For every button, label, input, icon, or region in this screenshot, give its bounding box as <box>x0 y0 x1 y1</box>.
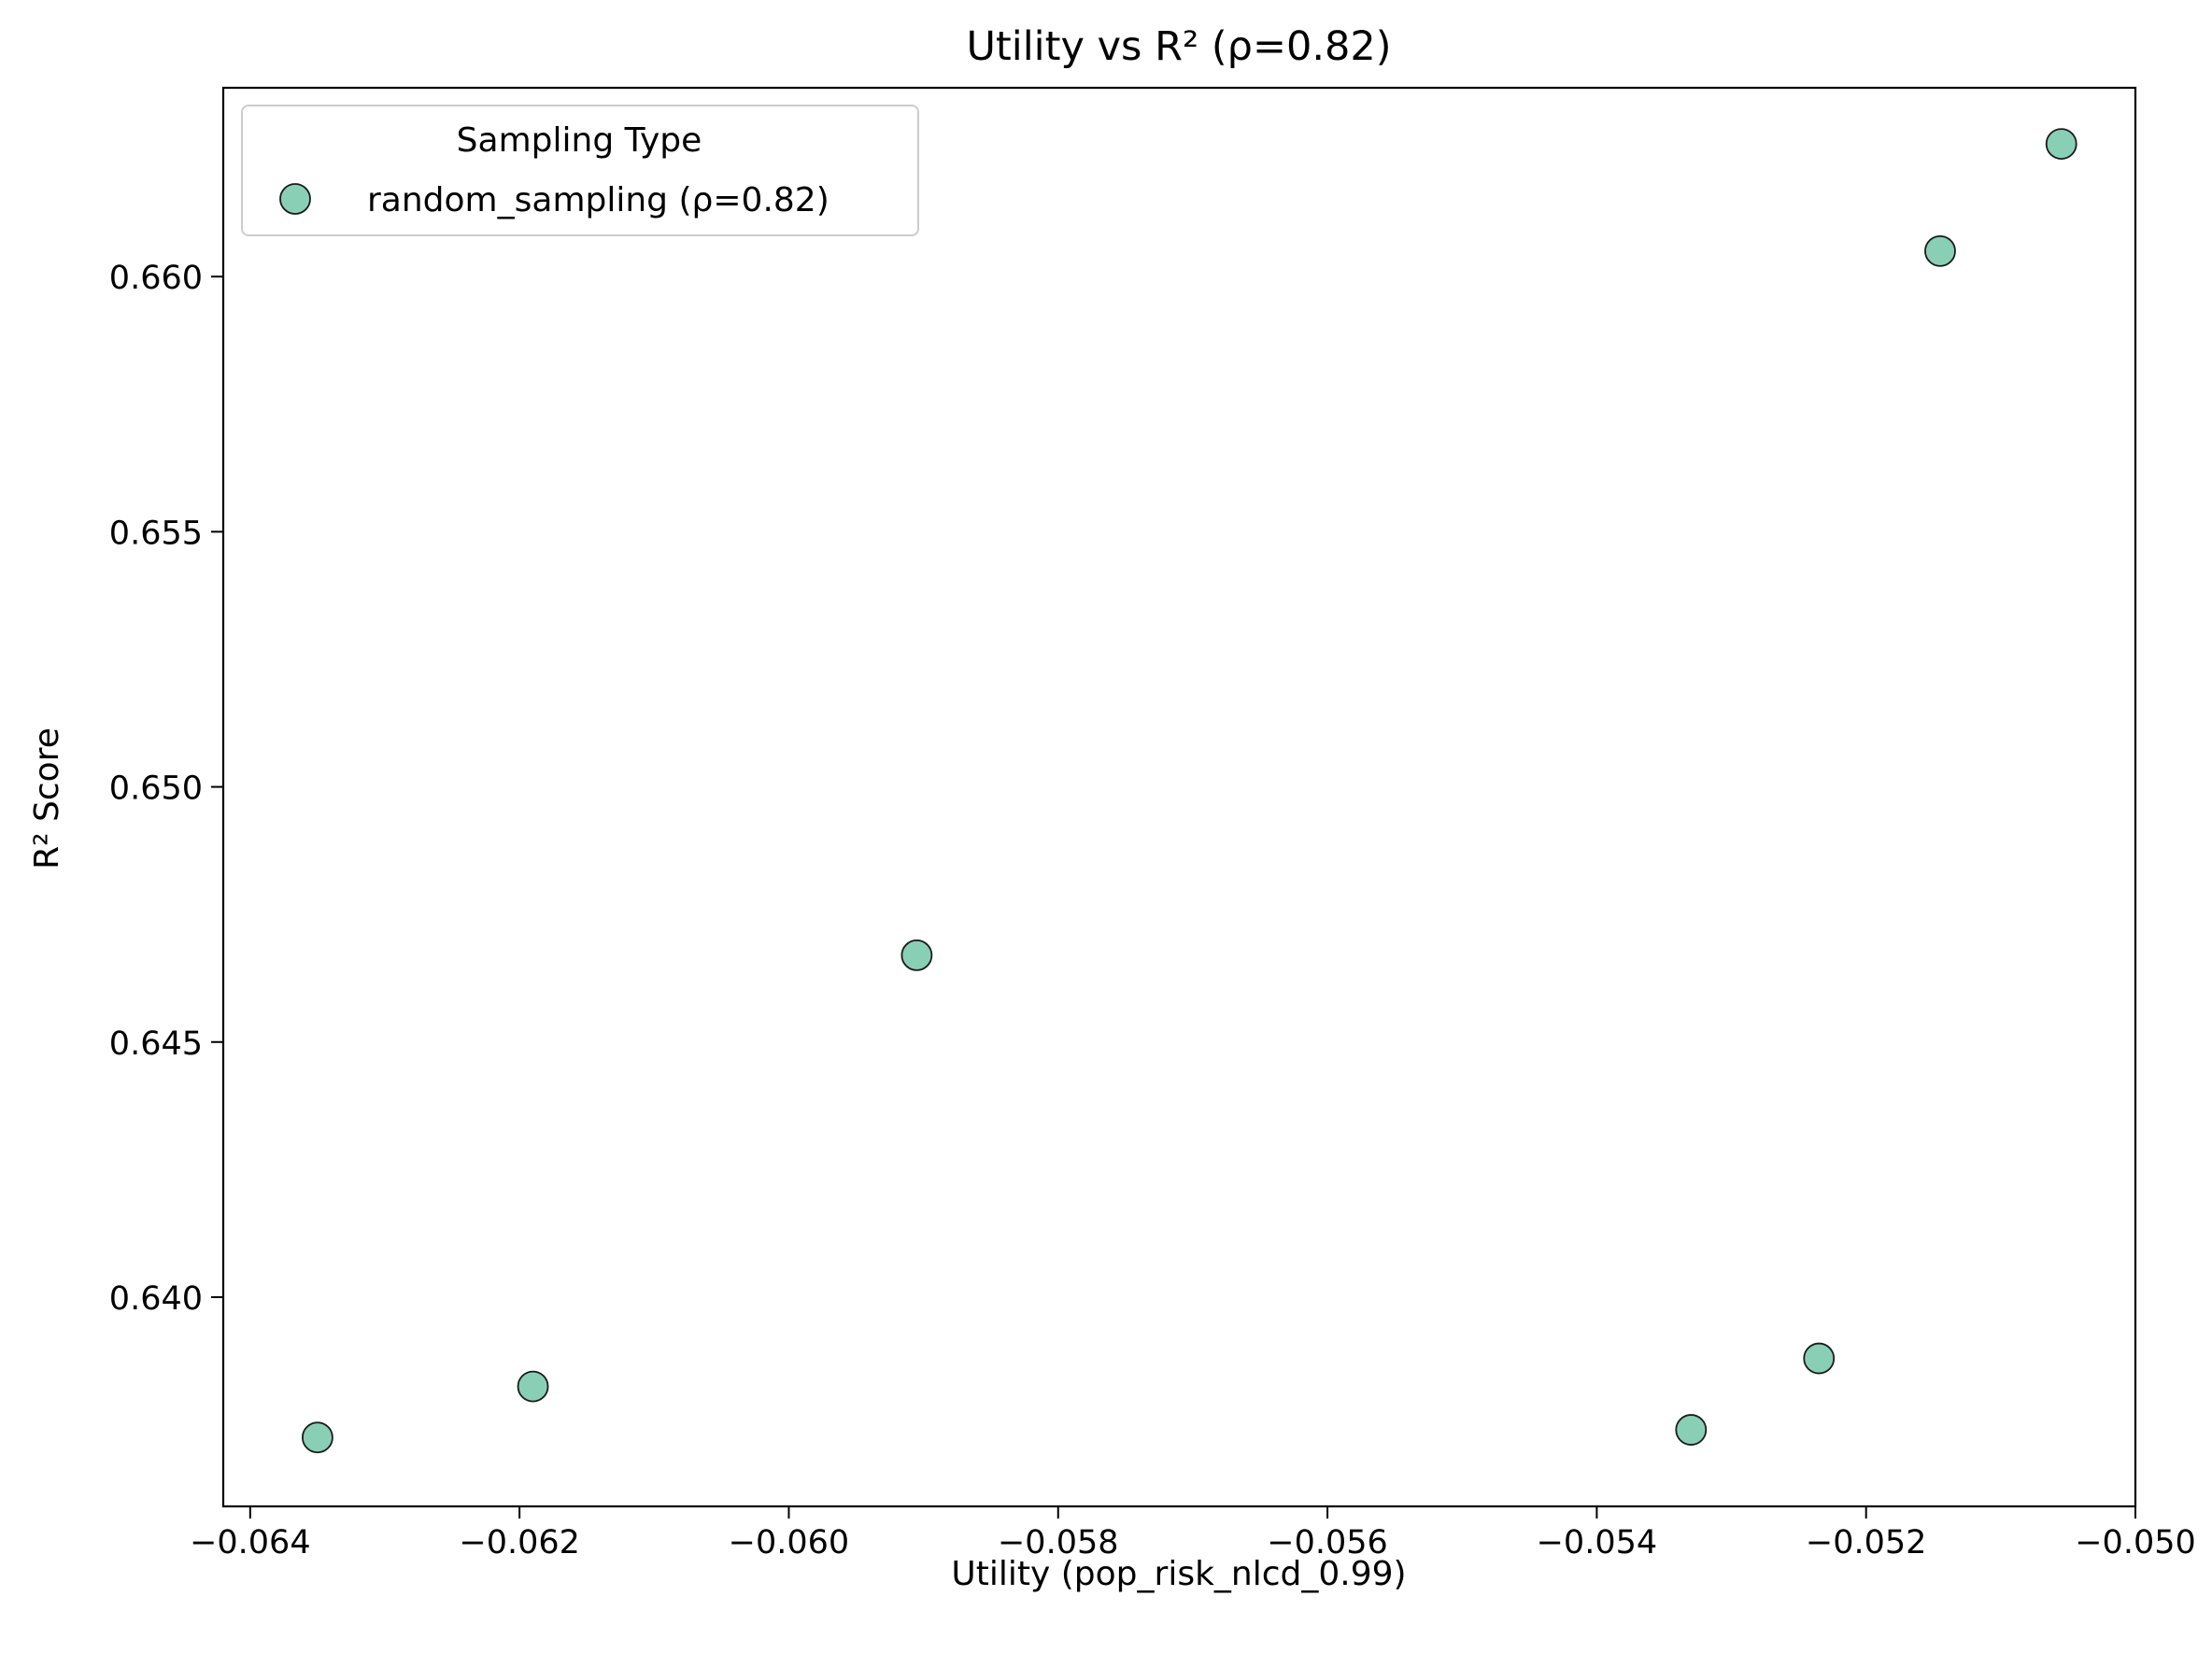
y-axis-ticks: 0.640 0.645 0.650 0.655 0.660 <box>109 260 223 1318</box>
x-tick-label: −0.060 <box>729 1524 850 1561</box>
legend-marker <box>279 183 311 215</box>
x-tick-label: −0.062 <box>459 1524 580 1561</box>
data-point <box>1675 1414 1708 1446</box>
legend-title: Sampling Type <box>457 121 702 160</box>
plot-frame <box>221 86 2137 1508</box>
y-tick-label: 0.650 <box>109 770 203 808</box>
x-tick-label: −0.058 <box>998 1524 1119 1561</box>
x-tick-label: −0.056 <box>1267 1524 1388 1561</box>
y-axis-label: R² Score <box>28 728 66 869</box>
y-tick-label: 0.660 <box>109 260 203 297</box>
chart-title: Utility vs R² (ρ=0.82) <box>966 23 1391 70</box>
x-tick-label: −0.054 <box>1537 1524 1658 1561</box>
x-tick-label: −0.052 <box>1806 1524 1927 1561</box>
scatter-points <box>302 128 2077 1454</box>
data-point <box>2045 128 2077 161</box>
legend-box <box>241 105 919 236</box>
x-axis-label: Utility (pop_risk_nlcd_0.99) <box>951 1555 1406 1593</box>
y-tick-label: 0.640 <box>109 1280 203 1318</box>
data-point <box>302 1421 333 1454</box>
data-point <box>1803 1342 1836 1375</box>
y-tick-label: 0.655 <box>109 515 203 552</box>
data-point <box>1924 234 1956 267</box>
data-point <box>517 1370 549 1403</box>
x-axis-ticks: −0.064 −0.062 −0.060 −0.058 −0.056 −0.054 −0.0… <box>190 1506 2196 1561</box>
y-tick-label: 0.645 <box>109 1025 203 1063</box>
x-tick-label: −0.050 <box>2075 1524 2196 1561</box>
legend: Sampling Type random_sampling (ρ=0.82) <box>241 105 919 236</box>
data-point <box>900 939 933 971</box>
legend-label-random-sampling: random_sampling (ρ=0.82) <box>367 181 830 219</box>
x-tick-label: −0.064 <box>190 1524 311 1561</box>
